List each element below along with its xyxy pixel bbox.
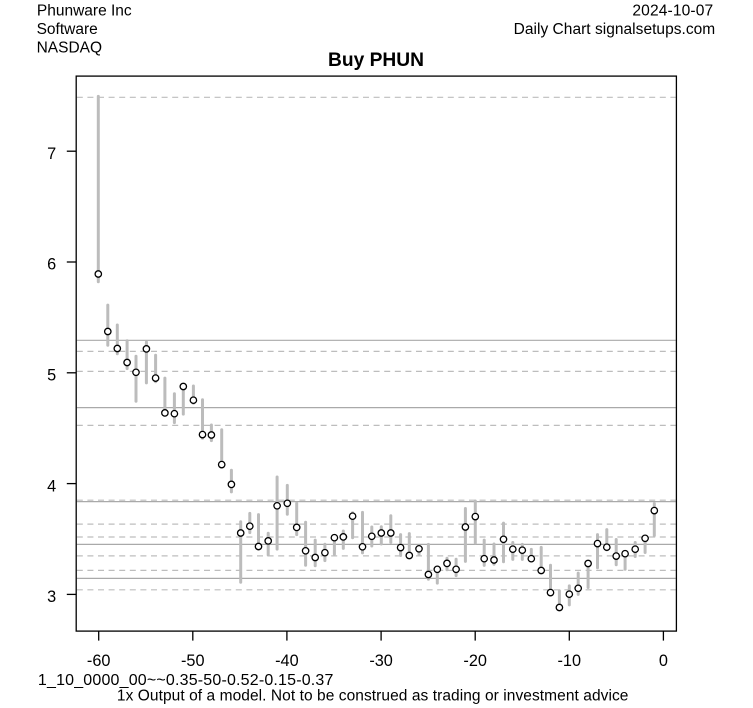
svg-text:3: 3 — [47, 588, 56, 606]
svg-text:-40: -40 — [275, 652, 299, 670]
svg-text:-20: -20 — [463, 652, 487, 670]
svg-text:-60: -60 — [87, 652, 111, 670]
svg-text:5: 5 — [47, 367, 56, 385]
svg-text:Software: Software — [37, 21, 98, 38]
svg-text:-30: -30 — [369, 652, 393, 670]
svg-text:-50: -50 — [181, 652, 205, 670]
svg-text:1x Output of a model. Not to b: 1x Output of a model. Not to be construe… — [117, 688, 629, 705]
svg-text:-10: -10 — [558, 652, 582, 670]
svg-text:1_10_0000_00~~0.35-50-0.52-0.1: 1_10_0000_00~~0.35-50-0.52-0.15-0.37 — [38, 672, 334, 689]
svg-text:4: 4 — [47, 477, 56, 495]
svg-text:6: 6 — [47, 256, 56, 274]
svg-text:7: 7 — [47, 145, 56, 163]
svg-text:NASDAQ: NASDAQ — [37, 39, 102, 56]
svg-text:Buy PHUN: Buy PHUN — [328, 50, 424, 71]
svg-text:0: 0 — [659, 652, 668, 670]
svg-text:2024-10-07: 2024-10-07 — [632, 2, 713, 19]
svg-text:Daily Chart signalsetups.com: Daily Chart signalsetups.com — [514, 21, 716, 38]
svg-text:Phunware Inc: Phunware Inc — [37, 2, 132, 19]
